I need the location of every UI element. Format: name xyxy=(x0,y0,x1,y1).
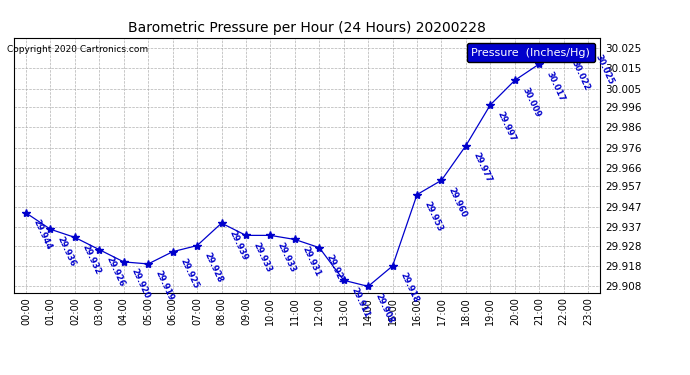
Pressure  (Inches/Hg) xyxy=(217,221,226,225)
Pressure  (Inches/Hg) xyxy=(193,243,201,248)
Text: 29.911: 29.911 xyxy=(349,286,371,319)
Text: 29.933: 29.933 xyxy=(276,241,297,274)
Pressure  (Inches/Hg) xyxy=(584,45,592,50)
Pressure  (Inches/Hg) xyxy=(339,278,348,282)
Text: 29.918: 29.918 xyxy=(398,272,420,304)
Pressure  (Inches/Hg) xyxy=(22,211,30,215)
Text: 29.953: 29.953 xyxy=(422,200,444,233)
Text: 29.977: 29.977 xyxy=(471,151,493,184)
Pressure  (Inches/Hg) xyxy=(119,260,128,264)
Pressure  (Inches/Hg) xyxy=(71,235,79,240)
Pressure  (Inches/Hg) xyxy=(560,52,568,56)
Text: 29.926: 29.926 xyxy=(105,255,127,288)
Text: 29.932: 29.932 xyxy=(81,243,102,276)
Pressure  (Inches/Hg) xyxy=(364,284,373,289)
Text: 30.009: 30.009 xyxy=(520,86,542,119)
Text: Copyright 2020 Cartronics.com: Copyright 2020 Cartronics.com xyxy=(7,45,148,54)
Text: 29.920: 29.920 xyxy=(129,267,151,300)
Text: 29.931: 29.931 xyxy=(300,245,322,278)
Pressure  (Inches/Hg) xyxy=(511,78,519,82)
Pressure  (Inches/Hg) xyxy=(266,233,275,238)
Text: 29.925: 29.925 xyxy=(178,257,200,290)
Legend: Pressure  (Inches/Hg): Pressure (Inches/Hg) xyxy=(467,43,595,62)
Pressure  (Inches/Hg) xyxy=(168,249,177,254)
Pressure  (Inches/Hg) xyxy=(535,62,543,66)
Pressure  (Inches/Hg) xyxy=(462,143,470,148)
Text: 29.997: 29.997 xyxy=(496,110,518,143)
Pressure  (Inches/Hg) xyxy=(437,178,446,183)
Text: 29.933: 29.933 xyxy=(252,241,273,274)
Text: 29.944: 29.944 xyxy=(32,219,53,252)
Text: 29.927: 29.927 xyxy=(325,253,346,286)
Pressure  (Inches/Hg) xyxy=(95,248,104,252)
Pressure  (Inches/Hg) xyxy=(413,192,421,197)
Pressure  (Inches/Hg) xyxy=(290,237,299,242)
Line: Pressure  (Inches/Hg): Pressure (Inches/Hg) xyxy=(22,44,592,291)
Text: 30.017: 30.017 xyxy=(545,70,566,102)
Title: Barometric Pressure per Hour (24 Hours) 20200228: Barometric Pressure per Hour (24 Hours) … xyxy=(128,21,486,35)
Pressure  (Inches/Hg) xyxy=(315,245,324,250)
Pressure  (Inches/Hg) xyxy=(388,264,397,268)
Pressure  (Inches/Hg) xyxy=(241,233,250,238)
Text: 29.936: 29.936 xyxy=(56,235,78,268)
Pressure  (Inches/Hg) xyxy=(46,227,55,231)
Pressure  (Inches/Hg) xyxy=(144,262,152,266)
Pressure  (Inches/Hg) xyxy=(486,103,495,107)
Text: 29.908: 29.908 xyxy=(374,292,395,325)
Text: 30.022: 30.022 xyxy=(569,59,591,92)
Text: 29.939: 29.939 xyxy=(227,229,249,262)
Text: 29.960: 29.960 xyxy=(447,186,469,219)
Text: 29.919: 29.919 xyxy=(154,270,175,303)
Text: 30.025: 30.025 xyxy=(593,53,615,86)
Text: 29.928: 29.928 xyxy=(203,251,224,284)
